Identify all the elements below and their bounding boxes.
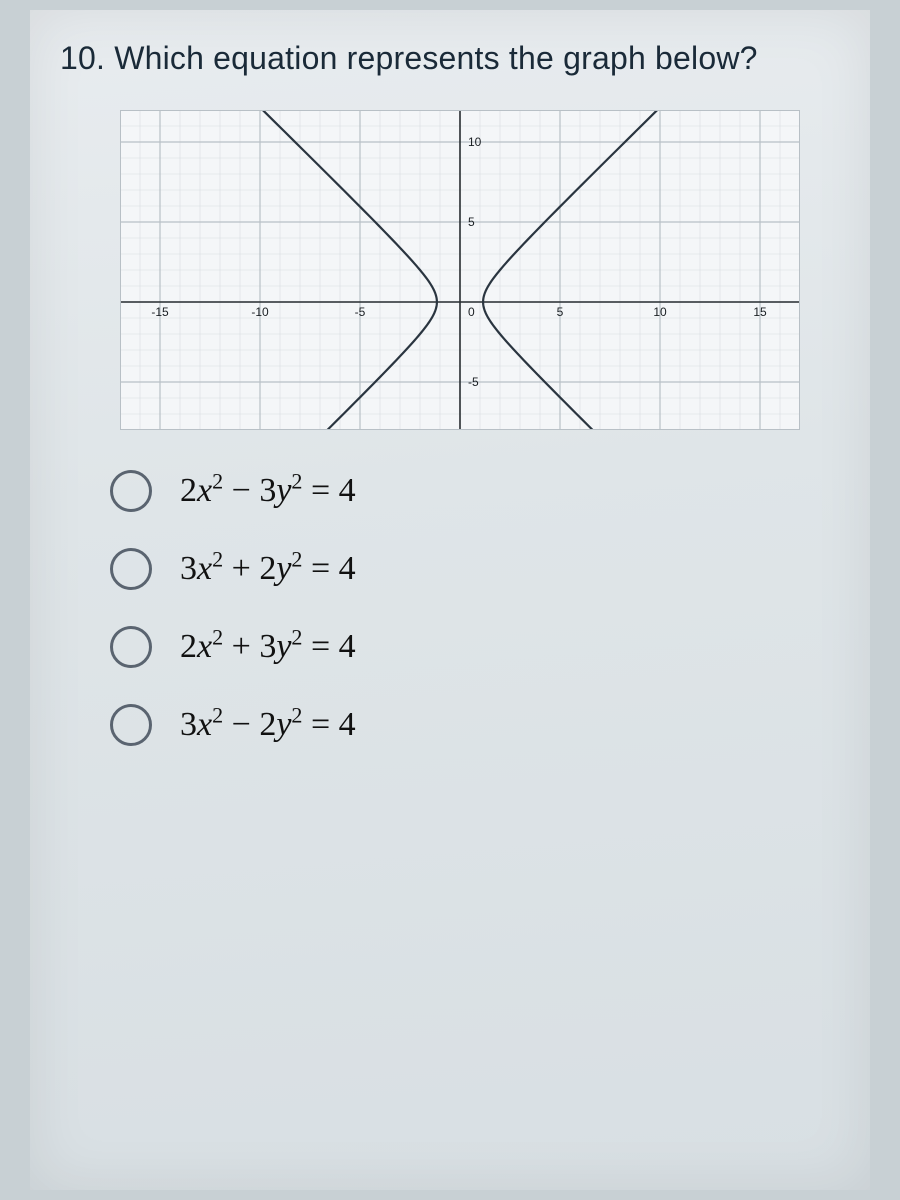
option-a[interactable]: 2x2 − 3y2 = 4	[110, 470, 356, 512]
answer-options: 2x2 − 3y2 = 4 3x2 + 2y2 = 4 2x2 + 3y2 = …	[110, 470, 356, 782]
option-equation: 2x2 + 3y2 = 4	[180, 628, 356, 666]
question-number: 10.	[60, 40, 105, 76]
svg-text:-15: -15	[151, 305, 169, 319]
svg-text:10: 10	[653, 305, 667, 319]
option-equation: 2x2 − 3y2 = 4	[180, 472, 356, 510]
option-equation: 3x2 + 2y2 = 4	[180, 550, 356, 588]
svg-text:5: 5	[557, 305, 564, 319]
option-equation: 3x2 − 2y2 = 4	[180, 706, 356, 744]
radio-icon[interactable]	[110, 470, 152, 512]
svg-text:-5: -5	[468, 375, 479, 389]
radio-icon[interactable]	[110, 704, 152, 746]
hyperbola-graph: -15 -10 -5 0 5 10 15 -5 5 10	[120, 110, 800, 430]
svg-text:-5: -5	[355, 305, 366, 319]
option-d[interactable]: 3x2 − 2y2 = 4	[110, 704, 356, 746]
svg-text:0: 0	[468, 305, 475, 319]
option-c[interactable]: 2x2 + 3y2 = 4	[110, 626, 356, 668]
radio-icon[interactable]	[110, 626, 152, 668]
svg-text:-10: -10	[251, 305, 269, 319]
option-b[interactable]: 3x2 + 2y2 = 4	[110, 548, 356, 590]
question-body: Which equation represents the graph belo…	[114, 40, 757, 76]
svg-text:15: 15	[753, 305, 767, 319]
svg-text:5: 5	[468, 215, 475, 229]
svg-text:10: 10	[468, 135, 482, 149]
radio-icon[interactable]	[110, 548, 152, 590]
graph-container: -15 -10 -5 0 5 10 15 -5 5 10	[120, 110, 800, 430]
page-sheet: 10. Which equation represents the graph …	[30, 10, 870, 1190]
question-text: 10. Which equation represents the graph …	[60, 40, 758, 77]
